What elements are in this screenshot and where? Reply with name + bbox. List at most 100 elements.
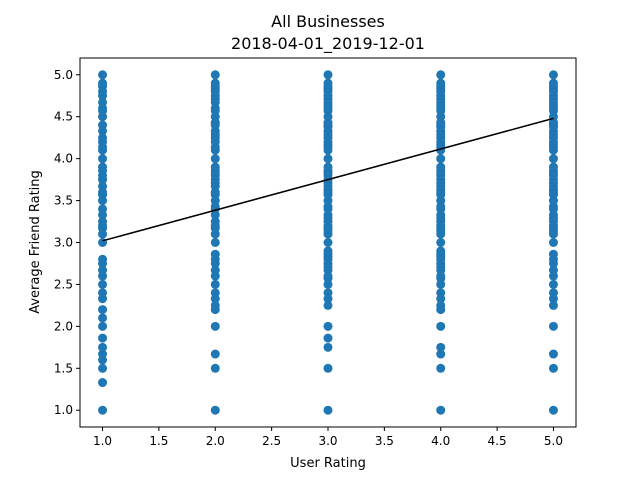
- y-tick-label: 5.0: [54, 68, 73, 82]
- data-point: [436, 363, 446, 373]
- data-point: [210, 162, 220, 172]
- data-point: [98, 181, 108, 191]
- data-point: [210, 405, 220, 415]
- x-tick-label: 4.0: [431, 434, 450, 448]
- data-point: [210, 249, 220, 259]
- data-point: [323, 300, 333, 310]
- data-point: [98, 313, 108, 323]
- data-point: [210, 70, 220, 80]
- y-axis-label: Average Friend Rating: [28, 170, 43, 314]
- data-point: [98, 70, 108, 80]
- x-tick-label: 2.0: [206, 434, 225, 448]
- data-point: [98, 333, 108, 343]
- data-point: [98, 254, 108, 264]
- y-tick-label: 4.0: [54, 152, 73, 166]
- x-tick-label: 5.0: [544, 434, 563, 448]
- data-point: [436, 349, 446, 359]
- data-point: [210, 217, 220, 227]
- x-tick-label: 4.5: [488, 434, 507, 448]
- data-point: [210, 349, 220, 359]
- chart-subtitle: 2018-04-01_2019-12-01: [231, 34, 425, 54]
- data-point: [210, 238, 220, 247]
- data-point: [548, 300, 558, 310]
- data-point: [98, 279, 108, 289]
- data-point: [323, 78, 333, 88]
- data-point: [548, 78, 558, 88]
- data-point: [436, 70, 446, 80]
- data-point: [323, 363, 333, 373]
- data-point: [98, 265, 108, 275]
- y-tick-label: 1.5: [54, 361, 73, 375]
- data-point: [323, 333, 333, 343]
- data-point: [98, 305, 108, 315]
- data-point: [548, 162, 558, 172]
- data-point: [548, 249, 558, 259]
- data-point: [98, 288, 108, 298]
- data-point: [323, 154, 333, 164]
- data-point: [436, 321, 446, 331]
- data-point: [548, 288, 558, 298]
- y-tick-label: 3.5: [54, 194, 73, 208]
- data-point: [436, 238, 446, 247]
- data-point: [98, 342, 108, 352]
- data-point: [323, 246, 333, 256]
- data-point: [436, 78, 446, 88]
- y-axis-ticks: 1.0 1.5 2.0 2.5 3.0 3.5 4.0 4.5 5.0: [54, 68, 80, 417]
- data-point: [323, 321, 333, 331]
- data-point: [323, 162, 333, 172]
- data-point: [210, 265, 220, 275]
- x-tick-label: 2.5: [262, 434, 281, 448]
- x-tick-label: 1.0: [93, 434, 112, 448]
- data-point: [210, 154, 220, 164]
- data-point: [98, 204, 108, 214]
- data-point: [210, 288, 220, 298]
- y-tick-label: 1.0: [54, 403, 73, 417]
- data-point: [436, 405, 446, 415]
- data-point: [323, 405, 333, 415]
- data-point: [436, 342, 446, 352]
- data-point: [548, 154, 558, 164]
- x-tick-label: 3.5: [375, 434, 394, 448]
- data-point: [210, 321, 220, 331]
- data-point: [210, 300, 220, 310]
- data-point: [436, 162, 446, 172]
- x-tick-label: 1.5: [149, 434, 168, 448]
- data-point: [98, 162, 108, 172]
- data-point: [210, 363, 220, 373]
- data-point: [98, 363, 108, 373]
- data-point: [323, 238, 333, 247]
- data-point: [98, 97, 108, 107]
- x-axis-label: User Rating: [290, 456, 366, 471]
- data-point: [323, 342, 333, 352]
- data-point: [436, 300, 446, 310]
- data-point: [548, 279, 558, 289]
- data-point: [98, 133, 108, 143]
- y-tick-label: 4.5: [54, 110, 73, 124]
- data-point: [98, 154, 108, 164]
- data-point: [98, 120, 108, 130]
- data-point: [436, 154, 446, 164]
- data-point: [436, 288, 446, 298]
- y-tick-label: 2.0: [54, 319, 73, 333]
- data-point: [548, 349, 558, 359]
- data-point: [548, 70, 558, 80]
- data-point: [98, 349, 108, 359]
- data-points: [98, 70, 558, 415]
- data-point: [548, 321, 558, 331]
- trend-line-layer: [102, 117, 554, 242]
- data-point: [98, 78, 108, 88]
- data-point: [323, 70, 333, 80]
- chart-title: All Businesses: [271, 12, 385, 31]
- data-point: [548, 363, 558, 373]
- data-point: [548, 405, 558, 415]
- data-point: [548, 238, 558, 247]
- trend-line: [102, 117, 554, 242]
- data-point: [98, 217, 108, 227]
- x-tick-label: 3.0: [318, 434, 337, 448]
- data-point: [98, 378, 108, 388]
- data-point: [436, 246, 446, 256]
- data-point: [323, 288, 333, 298]
- x-axis-ticks: 1.0 1.5 2.0 2.5 3.0 3.5 4.0 4.5 5.0: [93, 427, 563, 448]
